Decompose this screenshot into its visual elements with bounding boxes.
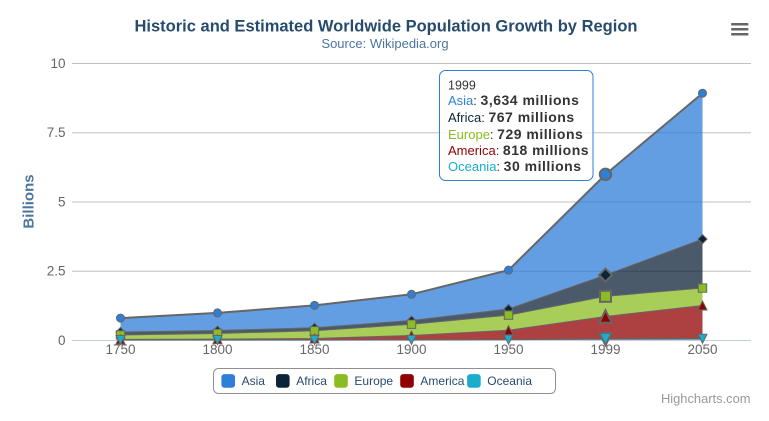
svg-text:Historic and Estimated Worldwi: Historic and Estimated Worldwide Populat… xyxy=(135,18,638,36)
svg-text:Oceania: Oceania xyxy=(487,374,532,388)
svg-text:Africa: Africa xyxy=(296,374,327,388)
svg-text:5: 5 xyxy=(58,194,66,209)
svg-text:Highcharts.com: Highcharts.com xyxy=(661,391,751,406)
svg-text:Asia: Asia xyxy=(242,374,266,388)
svg-text:America: 818 millions: America: 818 millions xyxy=(448,142,589,158)
svg-text:1999: 1999 xyxy=(448,79,476,93)
svg-text:1999: 1999 xyxy=(590,342,620,357)
svg-text:Billions: Billions xyxy=(21,174,38,228)
svg-text:Source: Wikipedia.org: Source: Wikipedia.org xyxy=(321,36,448,51)
svg-text:Asia: 3,634 millions: Asia: 3,634 millions xyxy=(448,92,579,108)
svg-text:10: 10 xyxy=(50,56,65,71)
svg-text:1750: 1750 xyxy=(105,342,135,357)
svg-text:1900: 1900 xyxy=(396,342,426,357)
svg-text:1800: 1800 xyxy=(202,342,232,357)
svg-text:0: 0 xyxy=(58,333,66,348)
svg-text:1950: 1950 xyxy=(493,342,523,357)
svg-text:Europe: Europe xyxy=(354,374,393,388)
svg-text:2050: 2050 xyxy=(687,342,717,357)
svg-text:1850: 1850 xyxy=(299,342,329,357)
svg-text:7.5: 7.5 xyxy=(47,125,66,140)
svg-text:America: America xyxy=(420,374,464,388)
svg-text:Africa: 767 millions: Africa: 767 millions xyxy=(448,109,575,125)
svg-text:2.5: 2.5 xyxy=(47,264,66,279)
svg-text:Europe: 729 millions: Europe: 729 millions xyxy=(448,126,583,142)
svg-text:Oceania: 30 millions: Oceania: 30 millions xyxy=(448,158,582,174)
